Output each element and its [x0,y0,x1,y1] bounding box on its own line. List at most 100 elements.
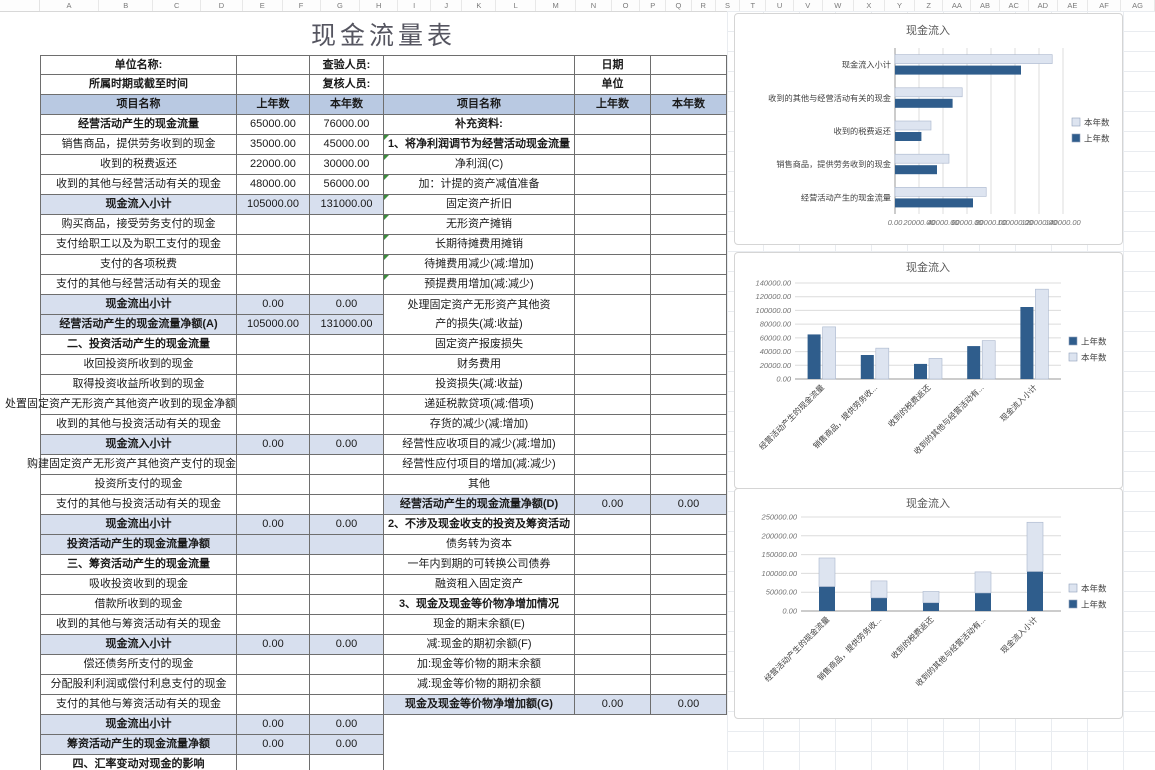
period-label[interactable]: 所属时期或截至时间 [40,75,237,95]
unit-name-label[interactable]: 单位名称: [40,55,237,75]
value-cell[interactable] [575,335,651,355]
value-cell[interactable]: 22000.00 [237,155,310,175]
value-cell[interactable] [651,395,727,415]
value-cell[interactable]: 0.00 [310,515,384,535]
value-cell[interactable]: 0.00 [310,635,384,655]
value-cell[interactable] [310,575,384,595]
item-name-cell[interactable]: 产的损失(减:收益) [384,315,575,335]
value-cell[interactable] [237,555,310,575]
value-cell[interactable] [575,475,651,495]
value-cell[interactable]: 105000.00 [237,195,310,215]
value-cell[interactable] [651,155,727,175]
value-cell[interactable] [651,255,727,275]
value-cell[interactable] [651,215,727,235]
column-letter[interactable]: Z [915,0,944,11]
column-header-cell[interactable]: 项目名称 [384,95,575,115]
empty-cell[interactable] [651,715,727,735]
item-name-cell[interactable]: 财务费用 [384,355,575,375]
empty-cell[interactable] [384,55,575,75]
item-name-cell[interactable]: 经营活动产生的现金流量 [40,115,237,135]
value-cell[interactable] [575,415,651,435]
value-cell[interactable]: 131000.00 [310,315,384,335]
item-name-cell[interactable]: 一年内到期的可转换公司债券 [384,555,575,575]
item-name-cell[interactable]: 支付的各项税费 [40,255,237,275]
empty-cell[interactable] [384,75,575,95]
value-cell[interactable] [651,475,727,495]
item-name-cell[interactable]: 销售商品，提供劳务收到的现金 [40,135,237,155]
value-cell[interactable]: 0.00 [237,735,310,755]
value-cell[interactable]: 0.00 [575,695,651,715]
column-letter[interactable]: L [496,0,537,11]
value-cell[interactable] [651,515,727,535]
empty-cell[interactable] [651,735,727,755]
column-header-cell[interactable]: 项目名称 [40,95,237,115]
value-cell[interactable] [237,495,310,515]
item-name-cell[interactable]: 加：计提的资产减值准备 [384,175,575,195]
value-cell[interactable] [237,275,310,295]
item-name-cell[interactable]: 减:现金等价物的期初余额 [384,675,575,695]
item-name-cell[interactable]: 经营活动产生的现金流量净额(D) [384,495,575,515]
item-name-cell[interactable]: 购买商品，接受劳务支付的现金 [40,215,237,235]
column-letter[interactable]: M [536,0,576,11]
value-cell[interactable] [651,535,727,555]
value-cell[interactable] [237,415,310,435]
item-name-cell[interactable]: 借款所收到的现金 [40,595,237,615]
item-name-cell[interactable]: 2、不涉及现金收支的投资及筹资活动 [384,515,575,535]
value-cell[interactable] [651,555,727,575]
item-name-cell[interactable]: 存货的减少(减:增加) [384,415,575,435]
value-cell[interactable] [651,375,727,395]
value-cell[interactable] [651,235,727,255]
item-name-cell[interactable]: 现金流入小计 [40,635,237,655]
value-cell[interactable] [310,415,384,435]
value-cell[interactable] [310,675,384,695]
value-cell[interactable] [310,615,384,635]
value-cell[interactable] [651,435,727,455]
item-name-cell[interactable]: 经营活动产生的现金流量净额(A) [40,315,237,335]
value-cell[interactable] [651,275,727,295]
item-name-cell[interactable]: 支付给职工以及为职工支付的现金 [40,235,237,255]
chart-cash-inflow-clustered[interactable]: 现金流入 0.00 20000.00 40000.00 60000.00 80000.00… [734,252,1123,489]
item-name-cell[interactable]: 支付的其他与经营活动有关的现金 [40,275,237,295]
item-name-cell[interactable]: 经营性应付项目的增加(减:减少) [384,455,575,475]
item-name-cell[interactable]: 分配股利利润或偿付利息支付的现金 [40,675,237,695]
value-cell[interactable] [237,655,310,675]
column-letter[interactable]: Y [885,0,916,11]
value-cell[interactable]: 48000.00 [237,175,310,195]
item-name-cell[interactable]: 固定资产折旧 [384,195,575,215]
date-label[interactable]: 日期 [575,55,651,75]
column-letter[interactable]: W [823,0,854,11]
empty-cell[interactable] [237,55,310,75]
value-cell[interactable] [237,675,310,695]
empty-cell[interactable] [651,55,727,75]
value-cell[interactable] [575,195,651,215]
item-name-cell[interactable]: 经营性应收项目的减少(减:增加) [384,435,575,455]
value-cell[interactable] [575,355,651,375]
value-cell[interactable] [310,235,384,255]
column-letter[interactable]: H [360,0,399,11]
value-cell[interactable]: 105000.00 [237,315,310,335]
value-cell[interactable]: 35000.00 [237,135,310,155]
value-cell[interactable]: 0.00 [575,495,651,515]
value-cell[interactable]: 76000.00 [310,115,384,135]
column-letter[interactable]: D [201,0,243,11]
column-letter[interactable]: E [243,0,283,11]
value-cell[interactable] [575,255,651,275]
value-cell[interactable] [575,315,651,335]
value-cell[interactable] [575,155,651,175]
column-letter[interactable]: R [692,0,716,11]
chart-cash-inflow-stacked[interactable]: 现金流入 0.00 50000.00 100000.00 150000.00 200000… [734,488,1123,719]
item-name-cell[interactable]: 投资所支付的现金 [40,475,237,495]
column-letter[interactable]: J [431,0,463,11]
value-cell[interactable] [575,375,651,395]
column-letter[interactable]: I [398,0,432,11]
empty-cell[interactable] [575,715,651,735]
item-name-cell[interactable]: 筹资活动产生的现金流量净额 [40,735,237,755]
item-name-cell[interactable]: 现金及现金等价物净增加额(G) [384,695,575,715]
value-cell[interactable] [310,475,384,495]
item-name-cell[interactable]: 现金流出小计 [40,715,237,735]
reviewer-label[interactable]: 复核人员: [310,75,384,95]
value-cell[interactable] [651,675,727,695]
value-cell[interactable] [575,515,651,535]
value-cell[interactable]: 0.00 [237,295,310,315]
item-name-cell[interactable]: 收到的其他与筹资活动有关的现金 [40,615,237,635]
